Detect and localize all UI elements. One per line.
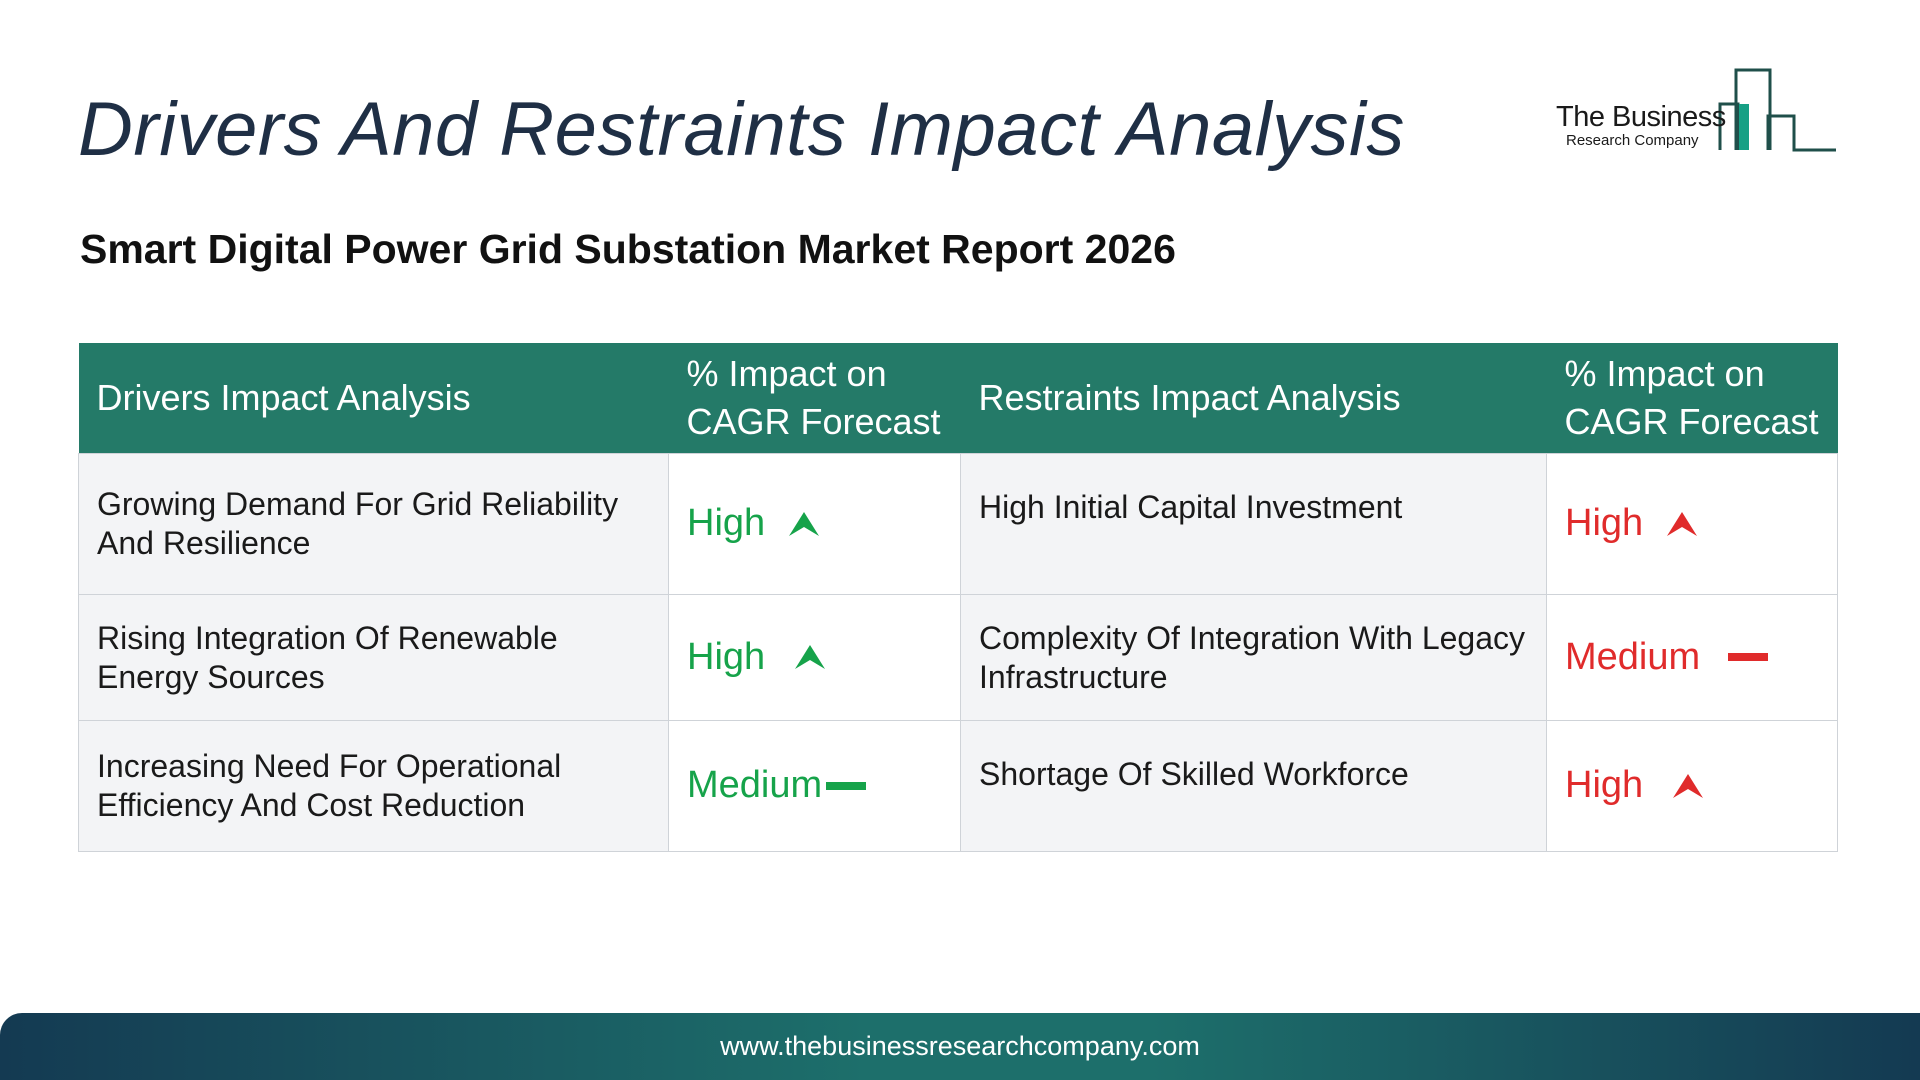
driver-cell: Rising Integration Of Renewable Energy S… (78, 594, 669, 721)
table-row: Growing Demand For Grid Reliability And … (78, 453, 1838, 595)
header-restraints: Restraints Impact Analysis (960, 343, 1547, 454)
logo-line2: Research Company (1566, 132, 1699, 149)
impact-table: Drivers Impact Analysis % Impact on CAGR… (78, 343, 1838, 852)
impact-level-label: Medium (1565, 635, 1701, 678)
footer-url[interactable]: www.thebusinessresearchcompany.com (720, 1031, 1200, 1061)
restraint-impact-cell: High (1546, 453, 1838, 595)
header-restraints-impact: % Impact on CAGR Forecast (1546, 343, 1838, 454)
up-arrow-icon (789, 511, 820, 536)
impact-level: Medium (1565, 635, 1769, 678)
driver-cell: Increasing Need For Operational Efficien… (78, 720, 669, 852)
up-arrow-icon (1673, 773, 1704, 798)
restraint-cell: High Initial Capital Investment (960, 453, 1547, 595)
impact-level: High (1565, 504, 1699, 543)
up-arrow-icon (1667, 511, 1698, 536)
header-drivers-impact: % Impact on CAGR Forecast (668, 343, 961, 454)
restraint-impact-cell: High (1546, 720, 1838, 852)
footer-bar: www.thebusinessresearchcompany.com (0, 1013, 1920, 1080)
driver-impact-cell: Medium (668, 720, 961, 852)
logo-line1: The Business (1556, 101, 1726, 133)
up-arrow-icon (795, 645, 826, 669)
impact-level-label: High (687, 502, 766, 544)
dash-icon (1728, 653, 1769, 661)
table-header-row: Drivers Impact Analysis % Impact on CAGR… (78, 343, 1838, 454)
logo-buildings-icon (1718, 68, 1836, 152)
header-drivers: Drivers Impact Analysis (78, 343, 669, 454)
dash-icon (826, 781, 867, 790)
table-row: Increasing Need For Operational Efficien… (78, 720, 1838, 852)
impact-level-label: Medium (687, 764, 823, 806)
table-row: Rising Integration Of Renewable Energy S… (78, 594, 1838, 721)
impact-level-label: High (1565, 502, 1644, 544)
company-logo: The Business Research Company (1550, 64, 1840, 164)
driver-cell: Growing Demand For Grid Reliability And … (78, 453, 669, 595)
driver-impact-cell: High (668, 453, 961, 595)
page-title: Drivers And Restraints Impact Analysis (78, 87, 1405, 172)
impact-level-label: High (1565, 764, 1644, 806)
impact-level: High (687, 635, 827, 678)
impact-level-label: High (687, 635, 766, 678)
impact-level: High (687, 504, 821, 543)
report-subtitle: Smart Digital Power Grid Substation Mark… (80, 226, 1176, 272)
impact-level: Medium (687, 764, 867, 806)
restraint-cell: Complexity Of Integration With Legacy In… (960, 594, 1547, 721)
impact-level: High (1565, 766, 1705, 805)
driver-impact-cell: High (668, 594, 961, 721)
restraint-cell: Shortage Of Skilled Workforce (960, 720, 1547, 852)
restraint-impact-cell: Medium (1546, 594, 1838, 721)
